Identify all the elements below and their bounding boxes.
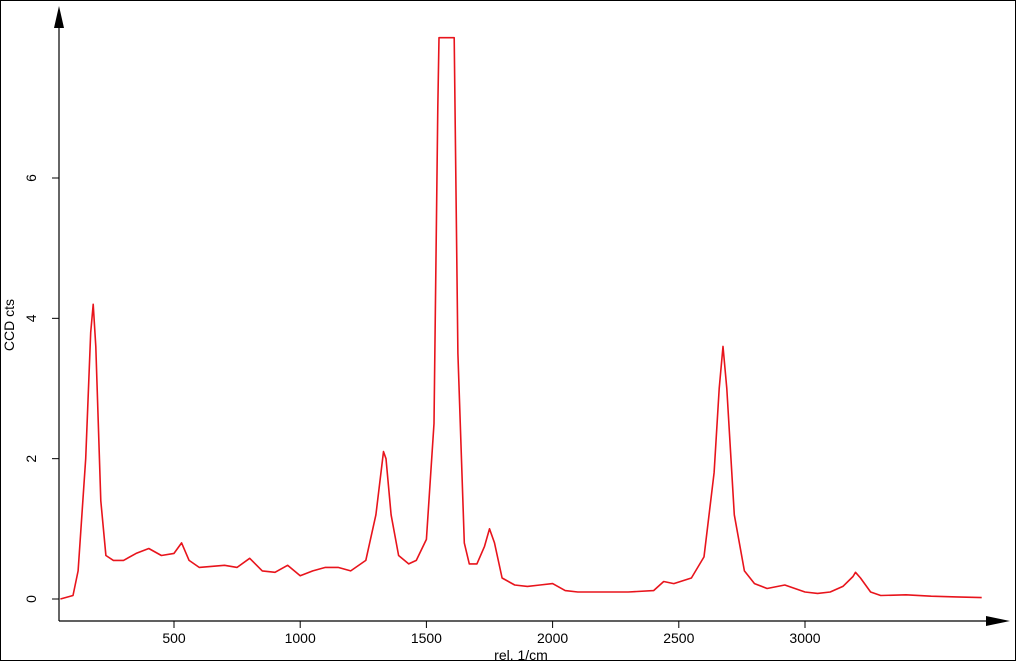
y-ticks-group: 0 2 4 6	[23, 174, 59, 603]
y-tick-label: 4	[23, 314, 39, 322]
x-tick-label: 2500	[663, 630, 694, 646]
y-tick-label: 6	[23, 174, 39, 182]
x-tick-label: 3000	[789, 630, 820, 646]
axes-group	[54, 6, 1010, 626]
x-axis-arrow-icon	[986, 616, 1010, 626]
y-tick-label: 0	[23, 595, 39, 603]
x-axis-label: rel. 1/cm	[494, 647, 548, 661]
y-axis-label: CCD cts	[1, 299, 17, 351]
y-tick-label: 2	[23, 455, 39, 463]
x-tick-label: 1000	[285, 630, 316, 646]
x-ticks-group: 500 1000 1500 2000 2500 3000	[162, 621, 821, 646]
y-axis-arrow-icon	[54, 6, 64, 28]
x-tick-label: 1500	[411, 630, 442, 646]
spectrum-line	[60, 36, 982, 600]
x-tick-label: 500	[162, 630, 186, 646]
x-tick-label: 2000	[537, 630, 568, 646]
